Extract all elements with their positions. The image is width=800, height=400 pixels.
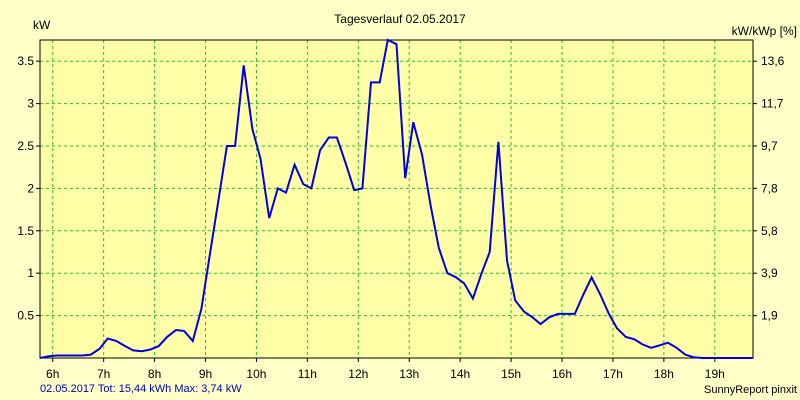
y-tick-label-right: 9,7 — [761, 139, 778, 153]
x-tick-label: 12h — [348, 367, 368, 381]
y-tick-label-left: 1 — [27, 266, 34, 280]
y-tick-label-right: 1,9 — [761, 309, 778, 323]
x-tick-label: 14h — [450, 367, 470, 381]
y-tick-label-left: 2.5 — [17, 139, 34, 153]
x-axis: 6h 7h 8h 9h 10h 11h 12h 13h 14h 15h 16h 17h 18h 19h — [46, 358, 725, 381]
x-tick-label: 17h — [603, 367, 623, 381]
y-tick-label-right: 11,7 — [761, 97, 784, 111]
y-tick-label-right: 7,8 — [761, 181, 778, 195]
x-tick-label: 7h — [97, 367, 110, 381]
chart-title: Tagesverlauf 02.05.2017 — [334, 12, 466, 26]
plot-area — [40, 40, 753, 358]
footer-credit: SunnyReport pinxit — [704, 384, 797, 396]
y-tick-label-left: 2 — [27, 181, 34, 195]
x-tick-label: 13h — [399, 367, 419, 381]
footer-summary: 02.05.2017 Tot: 15,44 kWh Max: 3,74 kW — [40, 383, 242, 395]
x-tick-label: 10h — [246, 367, 266, 381]
x-tick-label: 9h — [199, 367, 212, 381]
y-tick-label-right: 3,9 — [761, 266, 778, 280]
power-line — [39, 38, 753, 359]
y-tick-label-left: 1.5 — [17, 224, 34, 238]
y-tick-label-left: 0.5 — [17, 309, 34, 323]
y-axis-right: 1,9 3,9 5,8 7,8 9,7 11,7 13,6 — [753, 54, 785, 323]
x-tick-label: 11h — [298, 367, 317, 381]
x-tick-label: 8h — [148, 367, 161, 381]
y-tick-label-right: 5,8 — [761, 224, 778, 238]
y-axis-left: 0.5 1 1.5 2 2.5 3 3.5 — [17, 54, 40, 323]
y-axis-right-label: kW/kWp [%] — [732, 24, 797, 38]
x-tick-label: 16h — [552, 367, 572, 381]
x-tick-label: 6h — [46, 367, 59, 381]
x-tick-label: 15h — [501, 367, 521, 381]
y-tick-label-right: 13,6 — [761, 54, 785, 68]
y-tick-label-left: 3 — [27, 97, 34, 111]
y-axis-left-label: kW — [33, 18, 51, 32]
grid-horizontal — [40, 60, 753, 317]
plot-frame — [39, 39, 754, 359]
y-tick-label-left: 3.5 — [17, 54, 34, 68]
x-tick-label: 19h — [705, 367, 725, 381]
grid-vertical — [52, 40, 716, 358]
x-tick-label: 18h — [654, 367, 674, 381]
